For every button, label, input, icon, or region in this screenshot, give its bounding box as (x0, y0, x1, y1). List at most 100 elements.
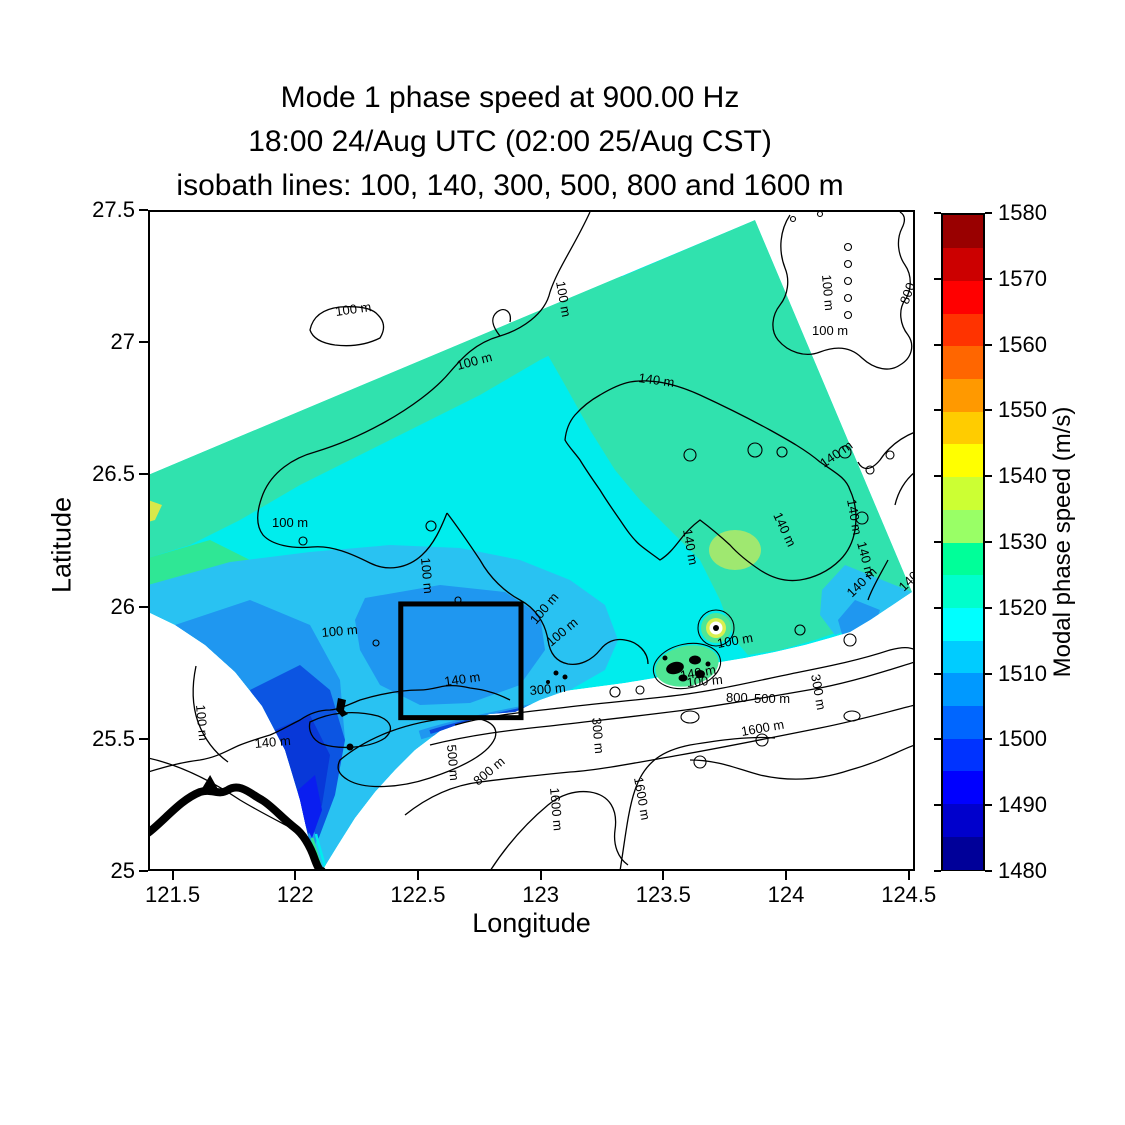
island-black-2 (689, 655, 701, 665)
isobath-140m-coast (148, 684, 511, 773)
isobath-islet-circle (635, 685, 645, 695)
isobath-islet-circle (789, 215, 797, 223)
colorbar-tick-left (934, 672, 941, 675)
isobath-islet-circle (838, 445, 852, 459)
contour-label: 100 m (686, 672, 723, 690)
y-axis-title: Latitude (46, 496, 77, 594)
y-tick-mark (139, 870, 148, 872)
colorbar-tick-label: 1490 (998, 792, 1047, 818)
colorbar-band (943, 215, 983, 249)
isobath-islet-circle (843, 242, 853, 252)
x-tick-mark (539, 871, 542, 880)
isobath-islet-circle (794, 624, 806, 636)
isobath-islet-circle (865, 465, 875, 475)
colorbar-tick-right (985, 870, 992, 872)
colorbar-band (943, 542, 983, 576)
isobath-100m-b (257, 291, 551, 569)
colorbar-tick-label: 1520 (998, 594, 1047, 620)
colorbar-band (943, 770, 983, 805)
isobath-islet-circle (425, 520, 437, 532)
isobath-100m-hook (492, 308, 511, 337)
isobath-100m-a (549, 211, 591, 293)
contour-label: 800 (726, 690, 748, 705)
isobath-ridge-loop (337, 716, 497, 788)
colorbar-band (943, 280, 983, 314)
colorbar-tick-right (985, 738, 992, 741)
x-tick-mark (907, 871, 910, 880)
isobath-300m (454, 647, 915, 726)
x-tick-mark (171, 871, 174, 880)
colorbar-band (943, 476, 983, 510)
colorbar-band (943, 705, 983, 739)
isobath-islet-circle (298, 536, 308, 546)
colorbar-tick-right (985, 343, 992, 346)
y-tick-mark (139, 209, 148, 211)
colorbar-band (943, 640, 983, 674)
colorbar-tick-left (934, 409, 941, 412)
islet-small-4 (546, 680, 550, 684)
title-line-3: isobath lines: 100, 140, 300, 500, 800 a… (176, 169, 844, 202)
colorbar (941, 213, 985, 871)
y-tick-label: 26.5 (92, 461, 135, 487)
y-tick-label: 26 (110, 593, 135, 619)
contour-label: 500 m (754, 691, 790, 706)
contour-label: 800 (897, 281, 915, 307)
colorbar-tick-left (934, 475, 941, 478)
contour-label: 1600 m (740, 717, 785, 739)
isobath-islet-circle (372, 639, 380, 647)
colorbar-tick-left (934, 738, 941, 741)
contour-label: 100 m (812, 323, 848, 338)
title-line-1: Mode 1 phase speed at 900.00 Hz (280, 81, 740, 114)
colorbar-band (943, 313, 983, 347)
colorbar-band (943, 378, 983, 412)
isobath-islet-circle (843, 633, 857, 647)
colorbar-band (943, 836, 983, 870)
colorbar-title: Modal phase speed (m/s) (1049, 406, 1076, 678)
x-tick-label: 124.5 (881, 882, 937, 907)
isobath-100m-west (192, 665, 229, 763)
x-axis-title: Longitude (472, 908, 591, 938)
islet-small-3 (562, 674, 568, 680)
contour-label: 140 m (443, 669, 481, 689)
colorbar-tick-right (985, 541, 992, 543)
contour-label: 500 m (444, 744, 462, 781)
colorbar-band (943, 411, 983, 445)
isobath-islet-circle (755, 733, 769, 747)
colorbar-band (943, 247, 983, 281)
taiwan-coast-bump (201, 775, 218, 793)
island-black-3 (695, 670, 705, 678)
colorbar-tick-label: 1500 (998, 726, 1047, 752)
contour-label: 100 m (321, 622, 358, 640)
islet-pengjia (336, 698, 348, 717)
isobath-100m-ne-loop (772, 211, 913, 370)
isobath-islet-circle (843, 310, 853, 320)
x-tick-label: 124 (767, 882, 805, 907)
colorbar-band (943, 443, 983, 478)
colorbar-tick-left (934, 212, 941, 214)
contour-label: 100 m (716, 630, 754, 651)
field-1520-1525-nw-band (148, 275, 660, 558)
colorbar-tick-right (985, 212, 992, 214)
contour-label: 140 m (254, 733, 291, 751)
contour-label: 100 m (553, 280, 574, 318)
colorbar-band (943, 345, 983, 380)
x-tick-label: 122 (276, 882, 314, 907)
island-black-6 (705, 661, 711, 667)
isobath-1600m-a (489, 790, 629, 871)
seamount-contour (697, 609, 735, 647)
isobath-loop-keelung (308, 712, 392, 748)
colorbar-tick-label: 1510 (998, 660, 1047, 686)
isobath-800m (404, 704, 915, 816)
isobath-right-a (857, 431, 915, 470)
isobath-islet-circle (693, 755, 707, 769)
y-tick-mark (139, 605, 148, 608)
isobath-140m-loop (564, 380, 857, 582)
x-tick-mark (785, 871, 788, 880)
y-tick-mark (139, 737, 148, 740)
y-tick-label: 27 (110, 329, 135, 355)
colorbar-tick-left (934, 870, 941, 872)
isobath-islet-circle (683, 448, 697, 462)
colorbar-band (943, 607, 983, 641)
x-tick-mark (294, 871, 297, 880)
